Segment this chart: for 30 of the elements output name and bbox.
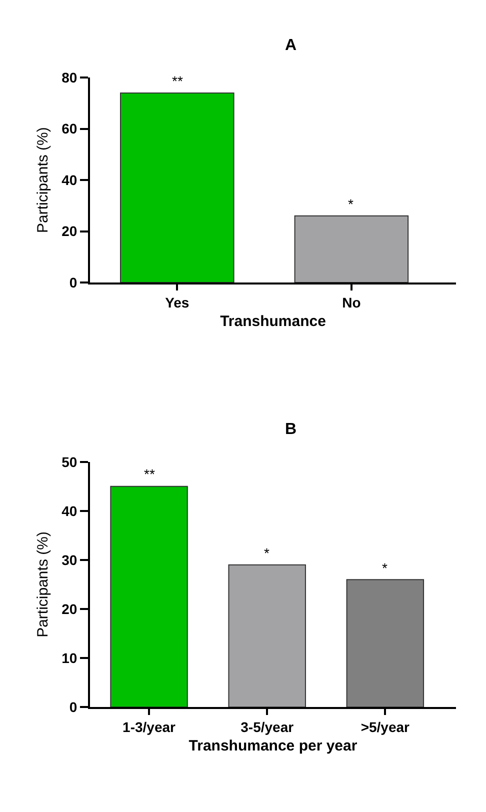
- annotation: *: [348, 196, 354, 212]
- chart-title: B: [285, 421, 297, 438]
- bar: [228, 564, 306, 708]
- y-tick-label: 40: [62, 502, 78, 519]
- y-tick-label: 20: [62, 223, 78, 240]
- y-tick-label: 30: [62, 552, 78, 568]
- annotation: **: [172, 73, 184, 89]
- y-tick-label: 50: [62, 454, 78, 470]
- y-tick-label: 0: [69, 699, 78, 715]
- y-axis-title: Participants (%): [34, 127, 52, 233]
- annotation: *: [382, 560, 388, 576]
- y-tick-label: 10: [62, 650, 78, 666]
- annotation: **: [144, 466, 156, 482]
- y-axis-title: Participants (%): [34, 532, 52, 638]
- x-tick-label: No: [342, 294, 361, 310]
- x-tick-label: >5/year: [360, 718, 410, 735]
- y-tick-label: 80: [62, 69, 78, 86]
- bar: [110, 486, 188, 708]
- y-tick-label: 0: [69, 274, 78, 290]
- bar: [346, 579, 424, 708]
- y-tick-label: 60: [62, 120, 78, 137]
- x-axis-title: Transhumance: [220, 312, 326, 330]
- x-axis-title: Transhumance per year: [188, 737, 358, 754]
- y-tick-label: 20: [62, 600, 78, 617]
- annotation: *: [264, 545, 270, 561]
- x-tick-label: Yes: [165, 294, 190, 310]
- chart-title: A: [285, 37, 297, 54]
- x-tick-label: 1-3/year: [122, 718, 176, 735]
- y-tick-label: 40: [62, 172, 78, 188]
- x-tick-label: 3-5/year: [240, 718, 294, 735]
